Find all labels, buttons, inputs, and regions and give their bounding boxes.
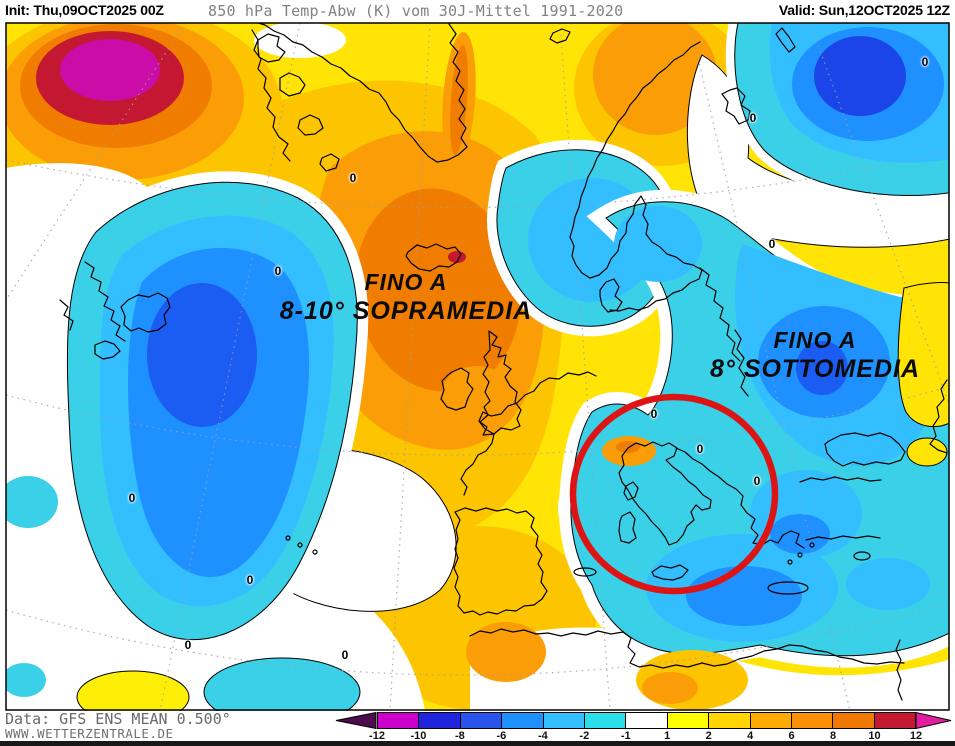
zero-contour-label: 0 (768, 237, 776, 251)
map-canvas (5, 22, 950, 711)
legend-cell (418, 712, 461, 729)
legend-tick: 6 (788, 730, 795, 742)
legend-tick: -4 (537, 730, 548, 742)
init-value: Thu,09OCT2025 00Z (33, 2, 164, 18)
legend-tick: -8 (455, 730, 465, 742)
legend-ticks: -12 -10 -8 -6 -4 -2 -1 1 2 4 6 8 10 12 (335, 730, 952, 742)
legend-cell (708, 712, 751, 729)
zero-contour-label: 0 (349, 171, 357, 185)
map-title: 850 hPa Temp-Abw (K) vom 30J-Mittel 1991… (208, 2, 624, 20)
legend-tick: 10 (868, 730, 881, 742)
zero-contour-label: 0 (921, 55, 929, 69)
legend-cell (873, 712, 917, 729)
zero-contour-label: 0 (753, 474, 761, 488)
legend-cell (790, 712, 834, 729)
legend-overflow-arrow-icon (916, 712, 952, 729)
footer-data-source: Data: GFS ENS MEAN 0.500° (5, 710, 231, 728)
zero-contour-label: 0 (341, 648, 349, 662)
zero-contour-label: 0 (696, 442, 704, 456)
valid-datetime: Valid: Sun,12OCT2025 12Z (779, 2, 950, 18)
bottom-bar (0, 741, 955, 746)
annotation-line: FINO A (773, 327, 857, 353)
legend-cell (501, 712, 544, 729)
annotation-line: 8-10° SOPRAMEDIA (279, 297, 533, 325)
header: Init: Thu,09OCT2025 00Z 850 hPa Temp-Abw… (0, 0, 955, 22)
legend-tick: -2 (579, 730, 590, 742)
init-datetime: Init: Thu,09OCT2025 00Z (5, 2, 164, 18)
annotation-sottomedia: FINO A 8° SOTTOMEDIA (710, 326, 920, 384)
legend-tick: 12 (909, 730, 923, 742)
legend-cell (542, 712, 585, 729)
legend-cell (459, 712, 503, 729)
valid-value: Sun,12OCT2025 12Z (818, 2, 950, 18)
legend-tick: -6 (496, 730, 507, 742)
legend-tick: -1 (620, 730, 631, 742)
legend-bar (335, 712, 952, 729)
footer-site-url: WWW.WETTERZENTRALE.DE (5, 726, 174, 741)
annotation-sopramedia: FINO A 8-10° SOPRAMEDIA (280, 268, 532, 326)
legend-cell (749, 712, 792, 729)
legend-cell (666, 712, 710, 729)
legend-cell (377, 712, 420, 729)
legend-cell (625, 712, 668, 729)
zero-contour-label: 0 (246, 573, 254, 587)
zero-labels: 0 0 0 0 0 0 0 0 0 0 0 0 (5, 22, 950, 711)
legend-cell (583, 712, 627, 729)
init-label: Init: (5, 2, 30, 18)
weather-map: 0 0 0 0 0 0 0 0 0 0 0 0 FINO A 8-10° SOPRAMEDIA FIN… (5, 22, 950, 711)
zero-contour-label: 0 (128, 491, 136, 505)
legend-cell (832, 712, 875, 729)
legend-underflow-arrow-icon (335, 712, 377, 729)
legend-tick: -12 (369, 730, 385, 742)
valid-label: Valid: (778, 2, 816, 18)
legend-tick: -10 (410, 730, 427, 742)
temperature-legend: -12 -10 -8 -6 -4 -2 -1 1 2 4 6 8 10 12 (335, 712, 952, 742)
legend-tick: 4 (747, 730, 754, 742)
annotation-line: 8° SOTTOMEDIA (709, 355, 921, 383)
zero-contour-label: 0 (749, 111, 757, 125)
zero-contour-label: 0 (184, 638, 192, 652)
zero-contour-label: 0 (274, 264, 282, 278)
highlight-circle (569, 393, 779, 595)
legend-cells (377, 712, 917, 729)
annotation-line: FINO A (364, 269, 448, 295)
map-border (5, 22, 950, 711)
legend-tick: 8 (829, 730, 837, 742)
zero-contour-label: 0 (650, 407, 658, 421)
legend-tick: 1 (664, 730, 671, 742)
legend-tick: 2 (705, 730, 712, 742)
